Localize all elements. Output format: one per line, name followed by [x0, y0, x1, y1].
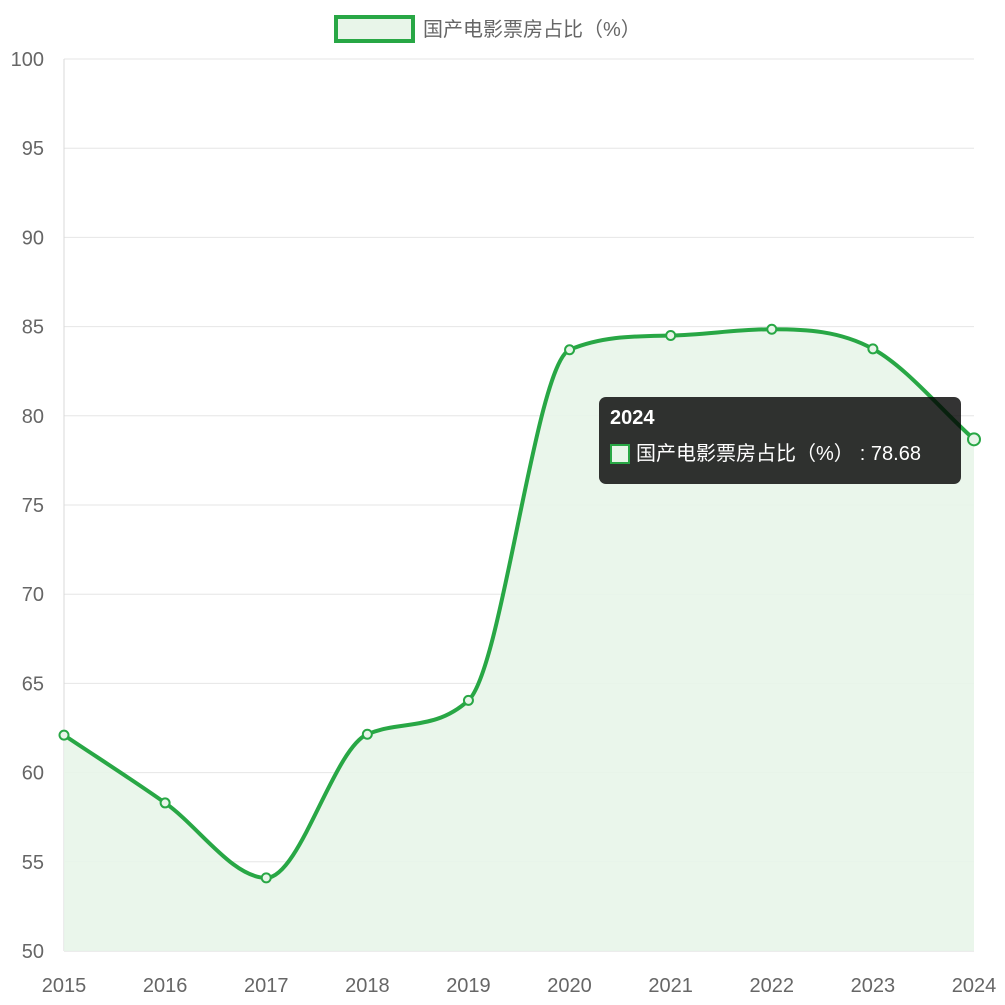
- tooltip: 2024 国产电影票房占比（%） : 78.68: [599, 397, 961, 484]
- tooltip-swatch: [610, 444, 630, 464]
- y-tick-label: 85: [22, 317, 44, 339]
- tooltip-value: : 78.68: [859, 443, 921, 465]
- y-axis-ticks: 100 95 90 85 80 75 70 65 60 55 50: [11, 49, 44, 963]
- y-tick-label: 50: [22, 941, 44, 963]
- y-tick-label: 75: [22, 495, 44, 517]
- data-point[interactable]: [766, 323, 778, 335]
- x-tick-label: 2017: [244, 975, 289, 997]
- x-tick-label: 2015: [42, 975, 87, 997]
- data-point[interactable]: [564, 344, 576, 356]
- legend-label: 国产电影票房占比（%）: [423, 18, 641, 41]
- data-point[interactable]: [361, 728, 373, 740]
- y-tick-label: 100: [11, 49, 44, 71]
- legend[interactable]: 国产电影票房占比（%）: [334, 15, 641, 43]
- x-tick-label: 2019: [446, 975, 491, 997]
- data-point[interactable]: [967, 432, 981, 447]
- legend-swatch: [334, 15, 415, 43]
- series-line: [62, 327, 976, 880]
- series-points[interactable]: [58, 323, 981, 884]
- series-area: [64, 329, 974, 951]
- tooltip-row: 国产电影票房占比（%） : 78.68: [610, 441, 950, 467]
- data-point[interactable]: [665, 330, 677, 342]
- tooltip-title: 2024: [610, 407, 655, 429]
- data-point[interactable]: [58, 729, 70, 741]
- x-tick-label: 2016: [143, 975, 188, 997]
- y-tick-label: 95: [22, 138, 44, 160]
- y-tick-label: 80: [22, 406, 44, 428]
- x-tick-label: 2022: [750, 975, 795, 997]
- data-point[interactable]: [462, 694, 474, 706]
- x-tick-label: 2023: [851, 975, 896, 997]
- x-tick-label: 2024: [952, 975, 997, 997]
- y-tick-label: 55: [22, 852, 44, 874]
- data-point[interactable]: [867, 343, 879, 355]
- x-tick-label: 2018: [345, 975, 390, 997]
- y-tick-label: 70: [22, 584, 44, 606]
- x-tick-label: 2021: [648, 975, 693, 997]
- y-tick-label: 65: [22, 673, 44, 695]
- data-point[interactable]: [159, 797, 171, 809]
- y-tick-label: 90: [22, 227, 44, 249]
- y-tick-label: 60: [22, 763, 44, 785]
- x-tick-label: 2020: [547, 975, 592, 997]
- data-point[interactable]: [260, 872, 272, 884]
- tooltip-label: 国产电影票房占比（%）: [636, 443, 854, 465]
- x-axis-ticks: 2015 2016 2017 2018 2019 2020 2021 2022 2023 2024: [42, 975, 997, 997]
